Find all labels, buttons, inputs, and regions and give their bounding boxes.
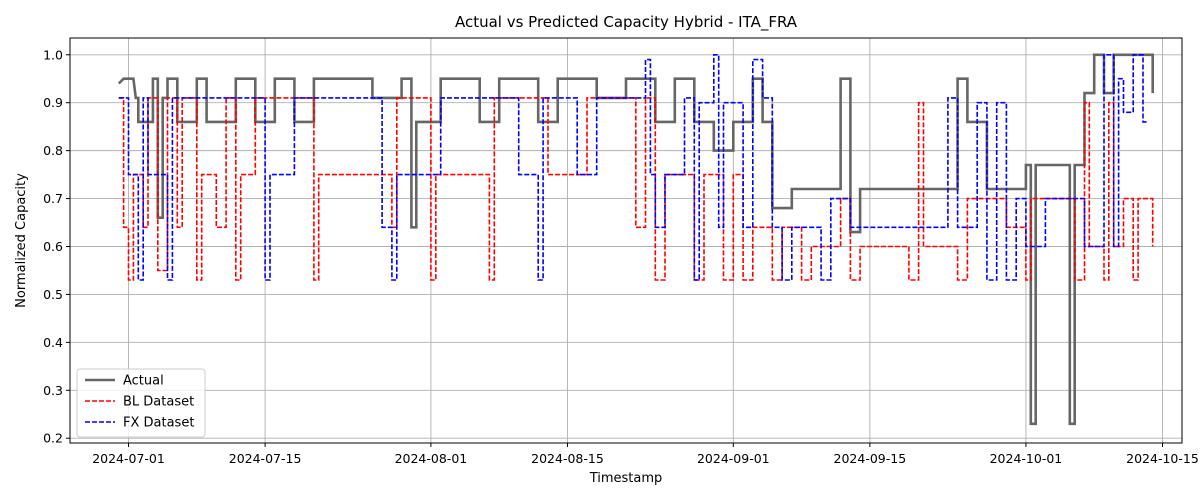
legend-label: Actual	[123, 374, 164, 389]
y-tick-label: 0.8	[43, 143, 63, 158]
y-tick-label: 0.5	[43, 287, 63, 302]
x-tick-label: 2024-09-01	[697, 451, 770, 466]
y-tick-label: 0.9	[43, 95, 63, 110]
x-tick-label: 2024-10-01	[990, 451, 1063, 466]
y-axis-title: Normalized Capacity	[14, 173, 29, 308]
x-tick-label: 2024-08-15	[531, 451, 604, 466]
y-tick-label: 0.6	[43, 239, 63, 254]
x-tick-label: 2024-10-15	[1126, 451, 1199, 466]
y-axis-ticks: 0.2 0.3 0.4 0.5 0.6 0.7 0.8 0.9 1.0	[43, 47, 70, 446]
x-tick-label: 2024-07-15	[229, 451, 302, 466]
y-tick-label: 0.2	[43, 431, 63, 446]
x-tick-label: 2024-09-15	[834, 451, 907, 466]
y-tick-label: 1.0	[43, 47, 63, 62]
legend-label: FX Dataset	[123, 416, 194, 431]
series-line-fx-dataset	[118, 53, 1148, 281]
legend: Actual BL Dataset FX Dataset	[76, 368, 206, 438]
plot-frame	[69, 37, 1183, 444]
chart-title: Actual vs Predicted Capacity Hybrid - IT…	[455, 13, 798, 32]
series-layer	[117, 53, 1154, 426]
x-tick-label: 2024-08-01	[395, 451, 468, 466]
x-axis-title: Timestamp	[589, 471, 663, 486]
x-tick-label: 2024-07-01	[92, 451, 165, 466]
x-axis-ticks: 2024-07-01 2024-07-15 2024-08-01 2024-08-15…	[92, 443, 1199, 466]
y-tick-label: 0.3	[43, 383, 63, 398]
y-tick-label: 0.4	[43, 335, 63, 350]
legend-box	[76, 368, 206, 438]
y-tick-label: 0.7	[43, 191, 63, 206]
legend-label: BL Dataset	[123, 395, 194, 410]
